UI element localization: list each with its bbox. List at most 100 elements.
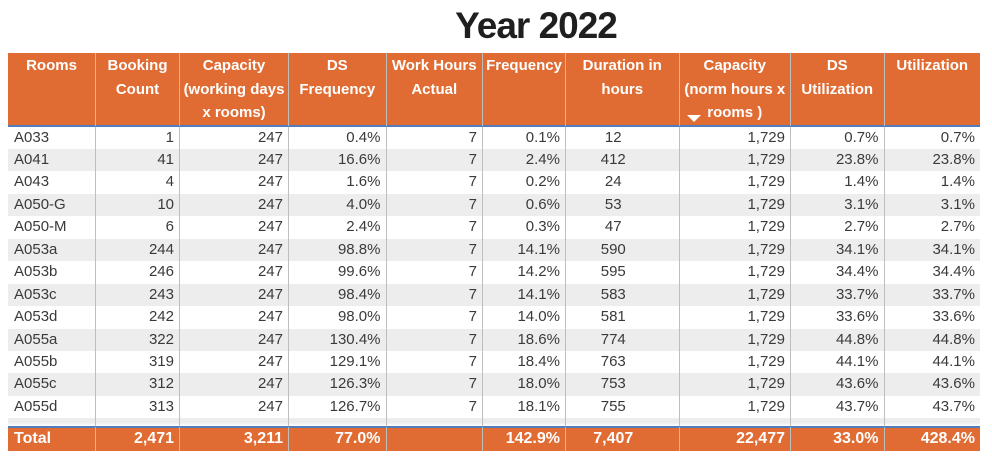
column-header[interactable]: Work Hours Actual (386, 53, 483, 127)
table-cell[interactable]: 34.4% (932, 263, 975, 281)
total-cell[interactable]: 77.0% (289, 426, 387, 451)
column-header[interactable]: Frequency (483, 53, 566, 127)
table-cell[interactable]: 7 (386, 373, 483, 396)
table-cell[interactable]: A053a (8, 238, 96, 262)
table-cell[interactable]: 7 (386, 193, 483, 217)
table-cell[interactable]: 1,729 (679, 193, 791, 217)
table-cell[interactable]: A050-M (8, 216, 96, 239)
table-cell[interactable]: 53 (566, 193, 680, 217)
total-cell[interactable]: 33.0% (791, 426, 885, 451)
table-cell[interactable]: 18.0% (483, 373, 566, 396)
table-cell[interactable]: 16.6% (289, 148, 387, 172)
table-cell[interactable]: 247 (180, 193, 289, 217)
table-cell[interactable]: 7 (387, 126, 483, 149)
column-header[interactable]: Booking Count (96, 53, 180, 127)
table-cell[interactable]: 7 (387, 171, 483, 194)
table-cell[interactable]: 755 (566, 395, 680, 419)
total-cell[interactable]: 142.9% (483, 426, 566, 451)
table-cell[interactable]: 18.6% (483, 328, 566, 352)
table-cell[interactable]: 130.4% (289, 328, 387, 352)
table-cell[interactable]: 1,729 (680, 171, 791, 194)
table-cell[interactable]: 595 (566, 261, 680, 284)
table-cell[interactable]: A033 (8, 126, 96, 149)
table-cell[interactable]: 12 (566, 126, 680, 149)
table-cell[interactable]: 0.7% (940, 128, 975, 146)
table-cell[interactable]: 590 (566, 238, 680, 262)
table-cell[interactable]: 242 (96, 306, 180, 329)
table-cell[interactable]: 1,729 (680, 126, 791, 149)
table-cell[interactable]: 47 (566, 216, 680, 239)
total-label[interactable]: Total (8, 426, 96, 451)
table-cell[interactable]: 43.6% (884, 373, 980, 396)
column-header[interactable]: Utilization (884, 53, 980, 127)
table-cell[interactable]: 18.4% (483, 351, 566, 374)
table-cell[interactable]: 33.6% (932, 308, 975, 326)
table-cell[interactable]: 246 (96, 261, 180, 284)
total-cell[interactable]: 3,211 (180, 426, 289, 451)
table-cell[interactable]: 33.7% (884, 283, 980, 307)
table-cell[interactable]: 1,729 (680, 395, 791, 419)
total-cell[interactable]: 428.4% (884, 426, 980, 451)
table-cell[interactable]: 247 (180, 351, 289, 374)
table-cell[interactable]: 1,729 (679, 328, 791, 352)
table-cell[interactable]: 1 (96, 126, 180, 149)
table-cell[interactable]: A050-G (8, 193, 96, 217)
table-cell[interactable]: 43.7% (932, 397, 975, 415)
column-header[interactable]: Capacity (norm hours x rooms ) (679, 53, 791, 127)
table-cell[interactable]: 1,729 (680, 351, 791, 374)
table-cell[interactable]: 23.8% (791, 148, 885, 172)
total-cell[interactable]: 22,477 (679, 426, 791, 451)
table-cell[interactable]: 7 (387, 395, 483, 419)
table-cell[interactable]: 247 (180, 306, 289, 329)
table-cell[interactable]: 34.4% (791, 261, 885, 284)
table-cell[interactable]: 247 (180, 328, 289, 352)
table-cell[interactable]: 33.6% (791, 306, 885, 329)
table-cell[interactable]: A053c (8, 283, 96, 307)
table-cell[interactable]: 2.7% (791, 216, 885, 239)
table-cell[interactable]: 129.1% (289, 351, 387, 374)
table-cell[interactable]: 7 (387, 261, 483, 284)
table-cell[interactable]: 24 (566, 171, 680, 194)
table-cell[interactable]: 247 (180, 216, 289, 239)
table-cell[interactable]: 247 (180, 395, 289, 419)
table-cell[interactable]: 6 (96, 216, 180, 239)
total-cell[interactable]: 7,407 (566, 426, 680, 451)
total-cell[interactable] (386, 426, 483, 451)
table-cell[interactable]: 1,729 (679, 283, 791, 307)
table-cell[interactable]: 3.1% (884, 193, 980, 217)
table-cell[interactable]: 1.4% (791, 171, 885, 194)
table-cell[interactable]: 7 (387, 351, 483, 374)
table-cell[interactable]: 247 (180, 261, 289, 284)
column-header[interactable]: Duration in hours (566, 53, 680, 127)
table-cell[interactable]: 247 (180, 238, 289, 262)
filter-dropdown-icon[interactable] (686, 114, 701, 122)
table-cell[interactable]: 126.7% (289, 395, 387, 419)
table-cell[interactable]: 412 (566, 148, 680, 172)
table-cell[interactable]: 43.7% (791, 395, 885, 419)
table-cell[interactable]: 14.1% (483, 283, 566, 307)
table-cell[interactable]: 2.4% (289, 216, 387, 239)
table-cell[interactable]: 7 (386, 283, 483, 307)
table-cell[interactable]: A055a (8, 328, 96, 352)
table-cell[interactable]: 0.2% (483, 171, 566, 194)
table-cell[interactable]: 312 (96, 373, 180, 396)
table-cell[interactable]: A041 (8, 148, 96, 172)
table-cell[interactable]: A055b (8, 351, 96, 374)
table-cell[interactable]: 34.1% (884, 238, 980, 262)
table-cell[interactable]: 247 (180, 373, 289, 396)
table-cell[interactable]: 247 (180, 283, 289, 307)
table-cell[interactable]: 1,729 (679, 373, 791, 396)
table-cell[interactable]: 1.4% (940, 173, 975, 191)
table-cell[interactable]: 44.1% (791, 351, 885, 374)
column-header[interactable]: DS Frequency (289, 53, 387, 127)
table-cell[interactable]: 581 (566, 306, 680, 329)
table-cell[interactable]: A043 (8, 171, 96, 194)
table-cell[interactable]: 44.1% (932, 353, 975, 371)
table-cell[interactable]: 7 (387, 216, 483, 239)
table-cell[interactable]: 583 (566, 283, 680, 307)
table-cell[interactable]: 98.8% (289, 238, 387, 262)
table-cell[interactable]: 4.0% (289, 193, 387, 217)
table-cell[interactable]: 98.4% (289, 283, 387, 307)
table-cell[interactable]: 1.6% (289, 171, 387, 194)
table-cell[interactable]: 763 (566, 351, 680, 374)
